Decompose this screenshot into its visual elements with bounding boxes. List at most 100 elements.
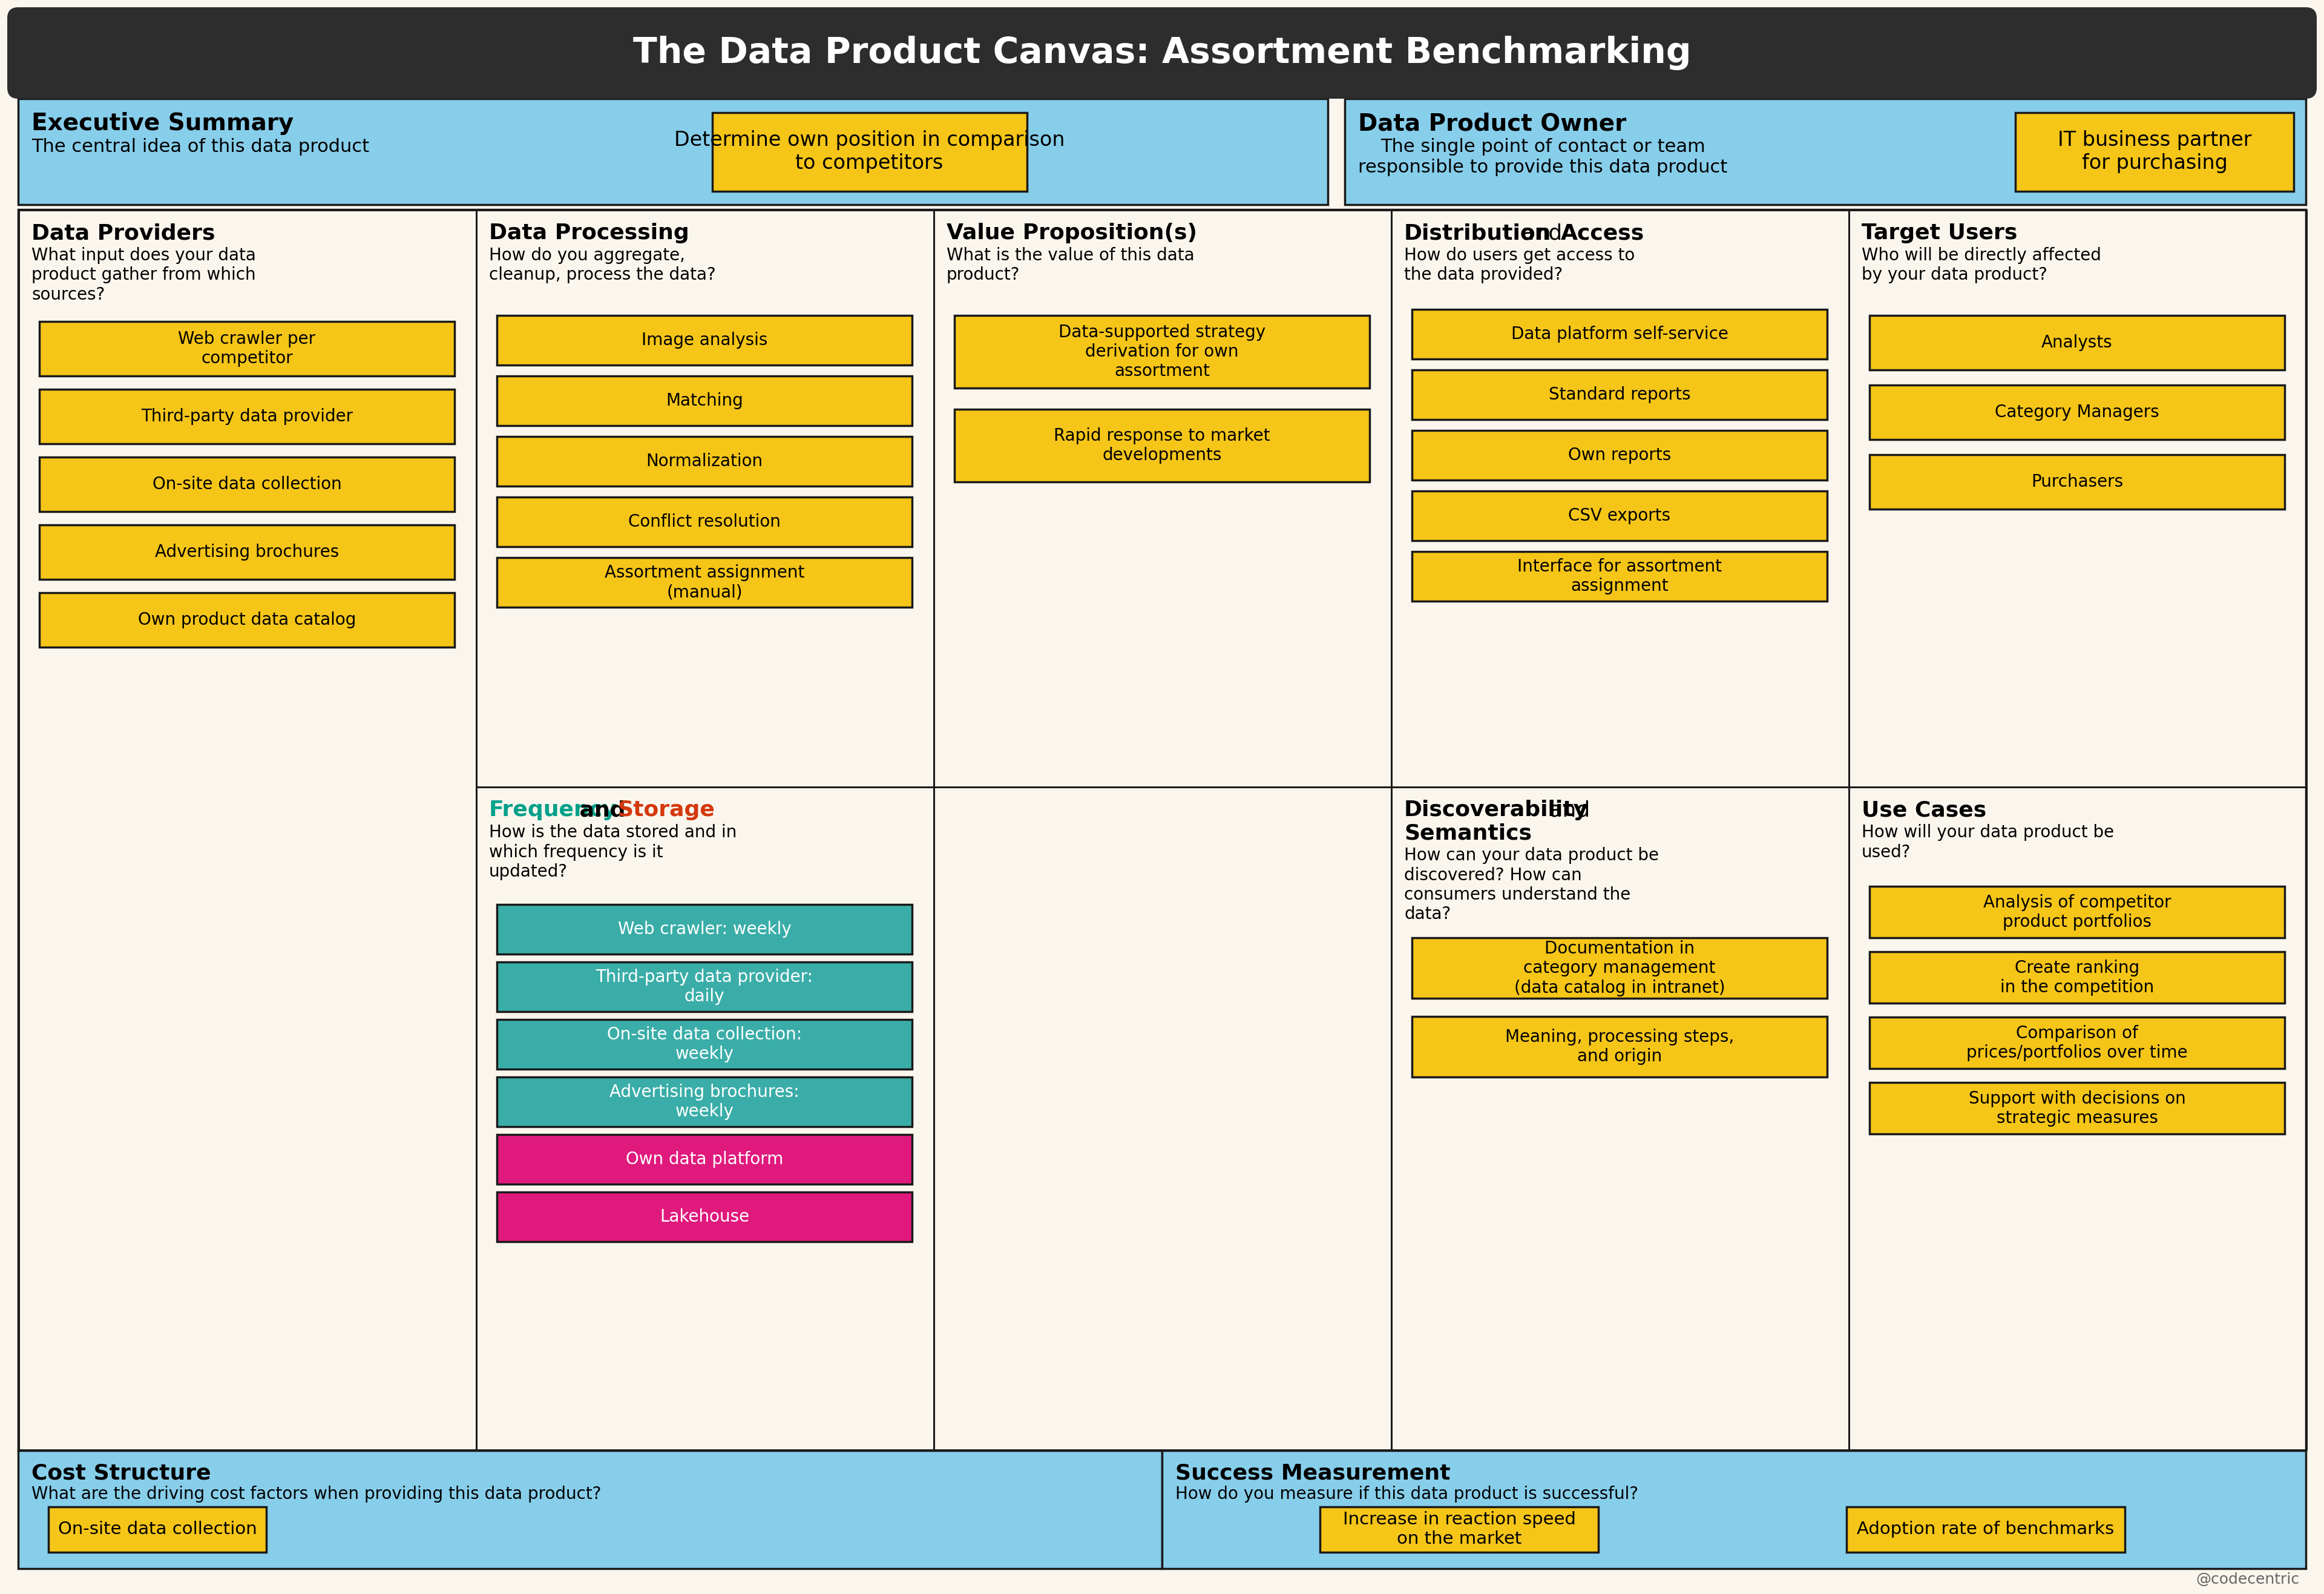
Text: Executive Summary: Executive Summary xyxy=(33,112,293,135)
Text: Third-party data provider: Third-party data provider xyxy=(142,408,353,426)
Text: Value Proposition(s): Value Proposition(s) xyxy=(946,223,1197,244)
Bar xyxy=(1162,1451,2305,1568)
Text: and: and xyxy=(1515,223,1569,244)
Text: Create ranking
in the competition: Create ranking in the competition xyxy=(2001,960,2154,996)
Bar xyxy=(19,99,1327,204)
Bar xyxy=(1320,1506,1599,1553)
Text: On-site data collection: On-site data collection xyxy=(153,477,342,493)
Text: Who will be directly affected
by your data product?: Who will be directly affected by your da… xyxy=(1862,247,2101,284)
Text: Purchasers: Purchasers xyxy=(2031,473,2124,491)
Bar xyxy=(40,524,456,579)
Bar xyxy=(1413,309,1827,359)
Text: Advertising brochures:
weekly: Advertising brochures: weekly xyxy=(609,1084,799,1121)
Text: Category Managers: Category Managers xyxy=(1994,403,2159,421)
Text: Data-supported strategy
derivation for own
assortment: Data-supported strategy derivation for o… xyxy=(1057,324,1267,379)
Text: Comparison of
prices/portfolios over time: Comparison of prices/portfolios over tim… xyxy=(1966,1025,2187,1062)
Bar xyxy=(497,963,911,1012)
Bar xyxy=(497,905,911,955)
Text: Matching: Matching xyxy=(665,392,744,410)
Text: Interface for assortment
assignment: Interface for assortment assignment xyxy=(1518,558,1722,595)
Bar xyxy=(497,497,911,547)
Text: Success Measurement: Success Measurement xyxy=(1176,1463,1450,1482)
Text: Increase in reaction speed
on the market: Increase in reaction speed on the market xyxy=(1343,1511,1576,1548)
Text: How will your data product be
used?: How will your data product be used? xyxy=(1862,824,2115,861)
Text: Use Cases: Use Cases xyxy=(1862,800,1987,821)
Bar xyxy=(19,209,2305,1451)
Text: What are the driving cost factors when providing this data product?: What are the driving cost factors when p… xyxy=(33,1486,602,1503)
Text: How do users get access to
the data provided?: How do users get access to the data prov… xyxy=(1404,247,1634,284)
Bar xyxy=(711,112,1027,191)
Text: Assortment assignment
(manual): Assortment assignment (manual) xyxy=(604,564,804,601)
Text: Data Processing: Data Processing xyxy=(488,223,690,244)
Text: Advertising brochures: Advertising brochures xyxy=(156,544,339,561)
Text: Discoverability: Discoverability xyxy=(1404,800,1587,821)
Text: Storage: Storage xyxy=(618,800,716,821)
Bar xyxy=(1868,952,2284,1003)
Text: Data Product Owner: Data Product Owner xyxy=(1357,112,1627,135)
Text: Standard reports: Standard reports xyxy=(1548,386,1690,403)
Text: Own product data catalog: Own product data catalog xyxy=(137,612,356,628)
Bar xyxy=(40,457,456,512)
Bar xyxy=(1868,1082,2284,1133)
Bar xyxy=(1413,430,1827,480)
Bar xyxy=(1868,386,2284,440)
Bar xyxy=(1346,99,2305,204)
Text: How do you aggregate,
cleanup, process the data?: How do you aggregate, cleanup, process t… xyxy=(488,247,716,284)
Text: Own reports: Own reports xyxy=(1569,446,1671,464)
Text: Third-party data provider:
daily: Third-party data provider: daily xyxy=(595,969,813,1006)
Text: and: and xyxy=(572,800,632,821)
Bar xyxy=(497,1020,911,1070)
Bar xyxy=(49,1506,267,1553)
Bar xyxy=(1413,491,1827,540)
Text: Data Providers: Data Providers xyxy=(33,223,216,244)
Text: Own data platform: Own data platform xyxy=(625,1151,783,1168)
FancyBboxPatch shape xyxy=(7,8,2317,99)
Text: Adoption rate of benchmarks: Adoption rate of benchmarks xyxy=(1857,1521,2115,1538)
Text: Determine own position in comparison
to competitors: Determine own position in comparison to … xyxy=(674,131,1064,174)
Text: Conflict resolution: Conflict resolution xyxy=(627,513,781,531)
Text: Distribution: Distribution xyxy=(1404,223,1552,244)
Bar xyxy=(955,410,1369,481)
Bar xyxy=(40,389,456,443)
Bar xyxy=(497,376,911,426)
Text: Support with decisions on
strategic measures: Support with decisions on strategic meas… xyxy=(1968,1090,2185,1127)
Text: What is the value of this data
product?: What is the value of this data product? xyxy=(946,247,1195,284)
Bar xyxy=(1845,1506,2124,1553)
Text: Frequency: Frequency xyxy=(488,800,618,821)
Text: How is the data stored and in
which frequency is it
updated?: How is the data stored and in which freq… xyxy=(488,824,737,880)
Bar xyxy=(497,558,911,607)
Bar xyxy=(40,593,456,647)
Bar xyxy=(1868,316,2284,370)
Text: Cost Structure: Cost Structure xyxy=(33,1463,211,1482)
Bar xyxy=(1868,454,2284,508)
Text: How can your data product be
discovered? How can
consumers understand the
data?: How can your data product be discovered?… xyxy=(1404,846,1659,923)
Bar xyxy=(497,316,911,365)
Text: Web crawler: weekly: Web crawler: weekly xyxy=(618,921,790,937)
Text: Meaning, processing steps,
and origin: Meaning, processing steps, and origin xyxy=(1506,1028,1734,1065)
Bar xyxy=(2015,112,2294,191)
Bar xyxy=(497,437,911,486)
Bar xyxy=(1413,552,1827,601)
Text: The central idea of this data product: The central idea of this data product xyxy=(33,139,370,156)
Bar xyxy=(497,1192,911,1242)
Bar xyxy=(497,1078,911,1127)
Bar xyxy=(1413,370,1827,419)
Text: Normalization: Normalization xyxy=(646,453,762,470)
Text: and: and xyxy=(1543,800,1590,821)
Bar xyxy=(955,316,1369,387)
Bar xyxy=(1413,1017,1827,1078)
Bar xyxy=(40,322,456,376)
Text: Analysts: Analysts xyxy=(2040,335,2113,351)
Text: CSV exports: CSV exports xyxy=(1569,507,1671,524)
Bar xyxy=(1413,937,1827,998)
Text: Documentation in
category management
(data catalog in intranet): Documentation in category management (da… xyxy=(1513,940,1724,996)
Text: The single point of contact or team
responsible to provide this data product: The single point of contact or team resp… xyxy=(1357,139,1727,175)
Text: @codecentric: @codecentric xyxy=(2196,1572,2301,1586)
Text: Target Users: Target Users xyxy=(1862,223,2017,244)
Text: Data platform self-service: Data platform self-service xyxy=(1511,325,1729,343)
Text: Rapid response to market
developments: Rapid response to market developments xyxy=(1053,427,1271,464)
Bar xyxy=(497,1135,911,1184)
Text: What input does your data
product gather from which
sources?: What input does your data product gather… xyxy=(33,247,256,303)
Text: Image analysis: Image analysis xyxy=(641,332,767,349)
Text: How do you measure if this data product is successful?: How do you measure if this data product … xyxy=(1176,1486,1638,1503)
